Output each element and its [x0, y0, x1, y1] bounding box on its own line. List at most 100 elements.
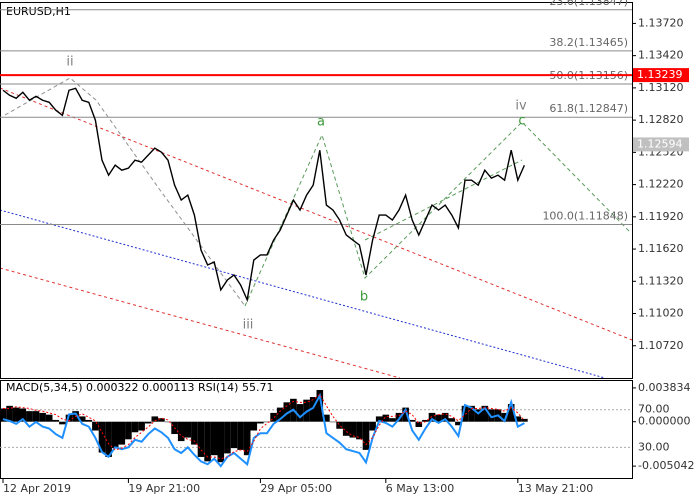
macd-bar — [481, 405, 489, 422]
macd-bar — [250, 421, 258, 431]
price-label: 1.13239 — [637, 68, 683, 81]
macd-bar — [283, 402, 291, 422]
macd-bar — [98, 421, 106, 453]
channel-line — [0, 87, 633, 341]
macd-bar — [362, 421, 370, 450]
wave-label: a — [317, 115, 325, 130]
signal-line — [3, 393, 525, 460]
macd-bar — [19, 408, 27, 422]
macd-bar — [389, 418, 396, 422]
macd-bar — [105, 421, 112, 457]
y-tick-label: 1.13120 — [638, 81, 684, 94]
macd-bar — [514, 416, 522, 422]
macd-bar — [276, 407, 284, 422]
y-tick-label: 1.11620 — [638, 242, 684, 255]
macd-bar — [230, 421, 238, 449]
wave-label: iii — [243, 318, 254, 333]
macd-bar — [441, 412, 449, 422]
y-tick-label: 0.000000 — [638, 415, 691, 428]
fib-label: 38.2(1.13465) — [549, 36, 628, 49]
macd-bar — [375, 416, 383, 422]
macd-bar — [224, 421, 231, 454]
y-tick-label: 1.12820 — [638, 113, 684, 126]
macd-bar — [369, 421, 376, 431]
macd-bar — [448, 418, 456, 422]
price-box — [633, 137, 689, 152]
macd-bar — [507, 404, 515, 422]
macd-bar — [118, 421, 126, 445]
macd-bar — [342, 421, 350, 436]
macd-bar — [428, 412, 436, 422]
macd-bar — [263, 421, 271, 423]
macd-bar — [461, 405, 469, 422]
macd-bar — [131, 421, 139, 433]
macd-bar — [65, 414, 73, 422]
macd-bar — [6, 405, 13, 422]
wave-line — [4, 77, 246, 307]
macd-bar — [204, 421, 211, 462]
macd-bar — [111, 421, 119, 449]
macd-bar — [382, 414, 390, 422]
y-tick-label: 1.13420 — [638, 49, 684, 62]
macd-bar — [237, 421, 244, 450]
macd-bar — [257, 421, 264, 424]
macd-bar — [474, 409, 482, 422]
y-tick-label: 1.10720 — [638, 339, 684, 352]
x-tick-label: 19 Apr 21:00 — [128, 482, 200, 495]
macd-bar — [184, 421, 192, 438]
macd-bar — [521, 418, 528, 422]
macd-bar — [316, 389, 324, 422]
macd-bar — [395, 412, 403, 422]
wave-label: b — [360, 290, 368, 305]
y-tick-label: 1.11320 — [638, 274, 684, 287]
macd-bar — [468, 405, 475, 422]
price-label: 1.12594 — [637, 137, 683, 150]
macd-bar — [45, 414, 53, 422]
y-tick-label: 1.12220 — [638, 178, 684, 191]
macd-bar — [356, 421, 363, 440]
macd-bar — [455, 421, 462, 426]
macd-bar — [85, 419, 93, 422]
macd-bar — [501, 412, 508, 422]
y-tick-label: 1.11020 — [638, 307, 684, 320]
macd-bar — [415, 421, 423, 427]
main-frame — [0, 2, 633, 379]
wave-label: ii — [66, 55, 73, 70]
macd-bar — [144, 421, 152, 424]
y-tick-label: 0.003834 — [638, 381, 691, 394]
macd-bar — [336, 421, 343, 429]
macd-bar — [217, 421, 225, 463]
macd-bar — [408, 419, 416, 422]
wave-label: iv — [515, 99, 527, 114]
macd-bar — [164, 421, 172, 423]
macd-bar — [151, 416, 159, 422]
price-box — [633, 68, 689, 83]
macd-bar — [39, 412, 46, 422]
fib-label: 23.6(1.13847) — [549, 0, 628, 8]
channel-line — [0, 209, 606, 379]
y2-tick-label: 70.00 — [638, 403, 670, 416]
macd-bar — [26, 411, 33, 422]
macd-bar — [177, 421, 185, 442]
rsi-line — [2, 392, 525, 468]
price-line-series — [2, 87, 526, 303]
y-tick-label: 1.13720 — [638, 16, 684, 29]
macd-bar — [270, 412, 277, 422]
macd-bar — [12, 407, 20, 422]
fib-label: 61.8(1.12847) — [549, 102, 628, 115]
macd-bar — [125, 421, 132, 440]
macd-bar — [138, 421, 145, 431]
x-tick-label: 13 May 21:00 — [518, 482, 593, 495]
macd-bar — [329, 421, 337, 423]
macd-bar — [309, 397, 317, 422]
chart-title: EURUSD,H1 — [6, 5, 71, 18]
indicator-frame — [0, 380, 633, 479]
macd-bar — [92, 421, 99, 431]
macd-bar — [349, 421, 357, 438]
macd-bar — [296, 404, 304, 422]
macd-bar — [78, 416, 86, 422]
macd-bar — [59, 421, 66, 425]
macd-bar — [158, 418, 165, 422]
